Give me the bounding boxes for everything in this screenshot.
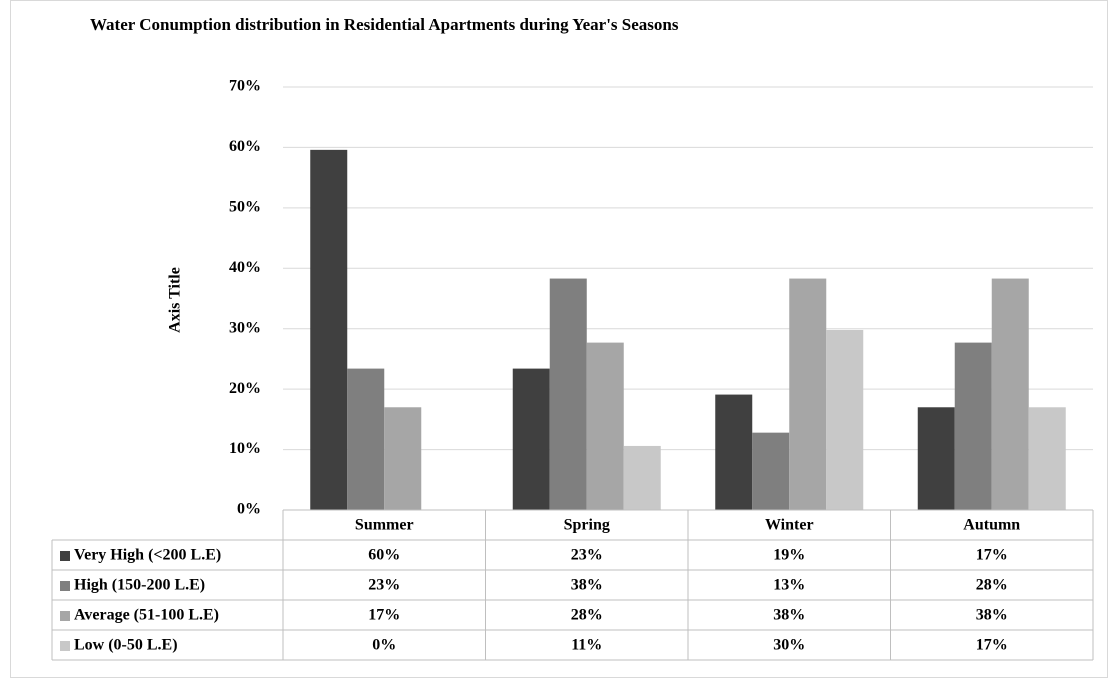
y-tick-label: 70% (229, 78, 261, 95)
x-tick-label: Winter (765, 517, 814, 534)
table-value: 23% (368, 577, 400, 594)
chart-title: Water Conumption distribution in Residen… (90, 15, 679, 34)
legend-swatch (60, 611, 70, 621)
bar (826, 329, 864, 510)
y-tick-label: 20% (229, 380, 261, 397)
legend-label: Average (51-100 L.E) (74, 607, 219, 624)
y-tick-label: 10% (229, 440, 261, 457)
y-tick-label: 40% (229, 259, 261, 276)
bar (310, 149, 348, 511)
x-tick-label: Autumn (963, 517, 1020, 534)
legend-label: High (150-200 L.E) (74, 577, 205, 594)
y-tick-label: 0% (237, 501, 261, 518)
y-axis-title: Axis Title (167, 267, 184, 333)
bar (549, 278, 587, 510)
y-tick-label: 50% (229, 199, 261, 216)
bar (991, 278, 1029, 510)
bar (512, 368, 550, 510)
bar (715, 394, 753, 510)
table-value: 38% (571, 577, 603, 594)
x-tick-label: Spring (564, 517, 610, 534)
bar (789, 278, 827, 510)
table-value: 0% (372, 637, 396, 654)
y-tick-label: 30% (229, 319, 261, 336)
table-value: 38% (976, 607, 1008, 624)
table-value: 17% (976, 547, 1008, 564)
legend-swatch (60, 581, 70, 591)
table-value: 17% (976, 637, 1008, 654)
table-value: 60% (368, 547, 400, 564)
bar (954, 342, 992, 510)
legend-label: Low (0-50 L.E) (74, 637, 178, 654)
bar (1028, 407, 1066, 510)
bar (917, 407, 955, 510)
y-tick-label: 60% (229, 138, 261, 155)
table-value: 19% (773, 547, 805, 564)
bar (752, 432, 790, 510)
table-value: 13% (773, 577, 805, 594)
bar (384, 407, 422, 510)
table-value: 28% (976, 577, 1008, 594)
table-value: 23% (571, 547, 603, 564)
table-value: 38% (773, 607, 805, 624)
table-value: 30% (773, 637, 805, 654)
bar (586, 342, 624, 510)
legend-label: Very High (<200 L.E) (74, 547, 221, 564)
table-value: 11% (571, 637, 602, 654)
legend-swatch (60, 551, 70, 561)
table-value: 28% (571, 607, 603, 624)
bar (623, 445, 661, 510)
table-value: 17% (368, 607, 400, 624)
x-tick-label: Summer (355, 517, 414, 534)
legend-swatch (60, 641, 70, 651)
bar (347, 368, 385, 510)
